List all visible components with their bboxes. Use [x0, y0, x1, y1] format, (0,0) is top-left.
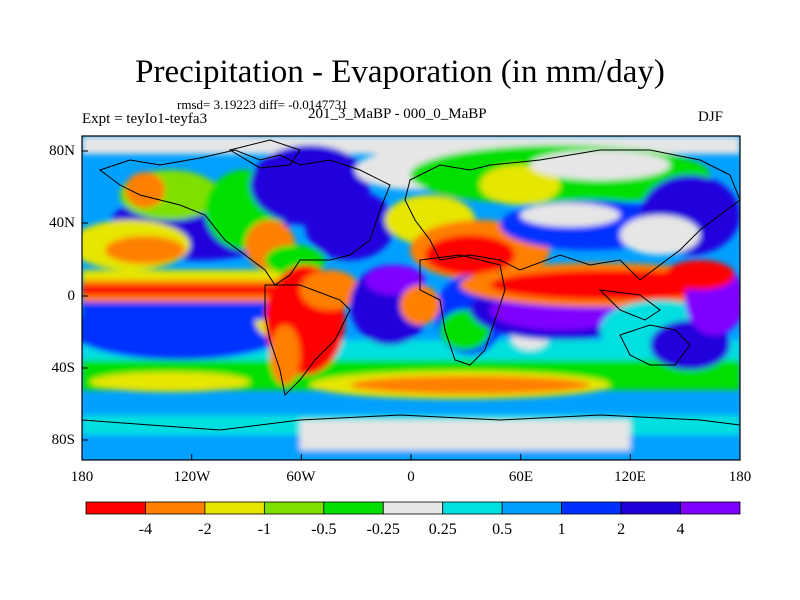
- colorbar-swatch: [323, 501, 384, 515]
- x-label-0: 0: [407, 469, 415, 485]
- colorbar-label: -2: [198, 521, 212, 538]
- x-label-60e: 60E: [508, 469, 534, 485]
- colorbar-label: 2: [617, 521, 626, 538]
- colorbar-swatch: [501, 501, 563, 515]
- colorbar-swatch: [263, 501, 325, 515]
- coastlines: [82, 139, 740, 431]
- colorbar-label: 0.25: [428, 521, 457, 538]
- colorbar-swatch: [204, 501, 265, 515]
- colorbar-label: -0.5: [311, 521, 337, 538]
- experiment-label: Expt = teyIo1-teyfa3: [82, 111, 208, 127]
- colorbar-label: -1: [257, 521, 272, 538]
- x-label-120e: 120E: [614, 469, 646, 485]
- colorbar: [85, 501, 741, 515]
- colorbar-label: 1: [557, 521, 566, 538]
- colorbar-swatch: [145, 501, 206, 515]
- x-label-180w: 180: [70, 469, 94, 485]
- colorbar-label: -0.25: [366, 521, 400, 538]
- colorbar-label: 0.5: [492, 521, 513, 538]
- stats-text: rmsd= 3.19223 diff= -0.0147731: [177, 97, 348, 112]
- x-label-60w: 60W: [286, 469, 316, 485]
- x-label-120w: 120W: [173, 469, 211, 485]
- y-label-80n: 80N: [49, 143, 75, 159]
- colorbar-swatch: [85, 501, 146, 515]
- y-label-40n: 40N: [49, 215, 75, 231]
- axis-ticks: [82, 150, 631, 460]
- colorbar-swatch: [382, 501, 444, 515]
- colorbar-label: -4: [138, 521, 153, 538]
- map-title: Precipitation - Evaporation (in mm/day): [135, 54, 665, 90]
- y-label-80s: 80S: [51, 432, 75, 448]
- colorbar-swatch: [620, 501, 681, 515]
- colorbar-label: 4: [676, 521, 685, 538]
- y-label-0: 0: [67, 288, 76, 304]
- colorbar-swatch: [680, 501, 741, 515]
- colorbar-swatch: [561, 501, 622, 515]
- colorbar-swatch: [442, 501, 503, 515]
- period-label: 201_3_MaBP - 000_0_MaBP: [308, 106, 487, 122]
- y-label-40s: 40S: [51, 360, 75, 376]
- x-label-180e: 180: [728, 469, 752, 485]
- season-label: DJF: [698, 109, 724, 125]
